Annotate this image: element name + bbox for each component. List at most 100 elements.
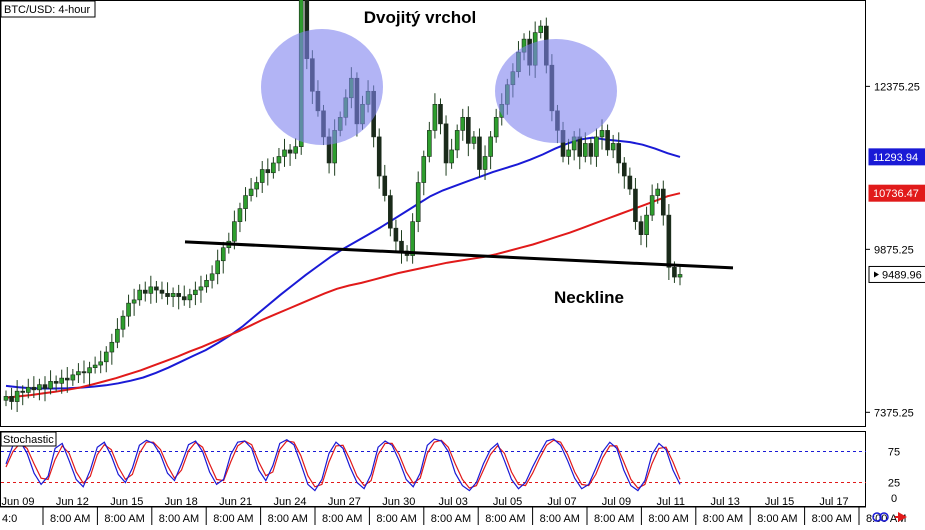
- candle-body: [672, 266, 677, 278]
- x-time-label: 8:00 AM: [485, 513, 525, 525]
- stochastic-y-axis: 75 25 0: [888, 447, 900, 506]
- candle-body: [271, 162, 276, 174]
- candle-body: [566, 149, 571, 157]
- candle-body: [482, 156, 488, 170]
- candle-body: [232, 221, 237, 242]
- x-date-label: Jul 11: [657, 496, 686, 508]
- candle-body: [204, 280, 209, 288]
- candle-body: [633, 188, 638, 222]
- candle-body: [70, 374, 76, 381]
- candle-body: [410, 221, 415, 256]
- candle-body: [103, 351, 109, 363]
- main-pane-frame: [0, 0, 866, 427]
- x-date-label: Jun 27: [328, 496, 361, 508]
- candle-body: [248, 188, 254, 196]
- price-badge-sma-blue: [868, 148, 925, 166]
- candle-body: [181, 296, 187, 301]
- price-badge-sma-red: [868, 184, 925, 202]
- stochastic-label: Stochastic: [3, 434, 54, 446]
- candle-body: [454, 130, 460, 151]
- candle-body: [376, 136, 382, 177]
- candle-body: [176, 293, 181, 297]
- candle-body: [638, 221, 644, 235]
- candle-body: [471, 136, 477, 144]
- candle-body: [599, 130, 605, 138]
- candle-body: [594, 136, 599, 157]
- candle-body: [215, 260, 220, 275]
- candle-body: [115, 328, 120, 343]
- x-time-label: 8:00 AM: [104, 513, 144, 525]
- candle-body: [660, 188, 666, 216]
- candle-body: [577, 136, 583, 157]
- candle-body: [477, 136, 482, 170]
- x-time-label: 8:00 AM: [703, 513, 743, 525]
- stochastic-y-tick-label: 75: [888, 447, 900, 459]
- x-time-label: 8:00 AM: [594, 513, 634, 525]
- candle-body: [170, 293, 176, 297]
- candle-body: [488, 136, 493, 157]
- candle-body: [627, 175, 633, 190]
- candle-body: [76, 371, 81, 376]
- candle-body: [265, 169, 271, 174]
- stochastic-y-tick-label: 25: [888, 478, 900, 490]
- candle-body: [48, 381, 53, 389]
- candle-body: [237, 208, 243, 222]
- neckline-line: [184, 240, 734, 270]
- redirect-arrow-icon[interactable]: [895, 512, 907, 522]
- candle-body: [493, 117, 499, 138]
- candle-body: [220, 247, 226, 262]
- candle-body: [466, 117, 471, 144]
- candle-body: [42, 384, 48, 389]
- candle-body: [254, 182, 259, 190]
- x-date-label: Jul 07: [547, 496, 576, 508]
- candle-body: [92, 364, 98, 368]
- x-date-label: Jun 24: [273, 496, 306, 508]
- candle-body: [25, 386, 31, 393]
- candle-body: [9, 396, 14, 402]
- stochastic-lines: [5, 438, 681, 492]
- candle-body: [87, 367, 92, 374]
- price-badge-label: 11293.94: [873, 152, 918, 164]
- candle-body: [3, 396, 9, 401]
- candle-body: [276, 156, 282, 164]
- candle-body: [187, 294, 193, 301]
- candle-body: [131, 299, 137, 304]
- candle-body: [64, 377, 70, 381]
- double-top-annotation: Dvojitý vrchol: [364, 8, 476, 27]
- candle-body: [293, 146, 298, 154]
- x-time-label: 8:00 AM: [268, 513, 308, 525]
- price-pointer-icon: [874, 271, 879, 278]
- candle-body: [438, 104, 443, 125]
- candle-body: [109, 341, 115, 353]
- candle-body: [165, 293, 170, 297]
- y-tick-label: 9875.25: [874, 244, 914, 256]
- candle-body: [677, 274, 683, 278]
- candle-body: [588, 143, 594, 157]
- moving-average-red: [5, 192, 681, 399]
- link-icon[interactable]: [872, 512, 889, 522]
- candle-body: [37, 384, 42, 391]
- candle-body: [382, 175, 388, 196]
- x-date-label: Jun 18: [165, 496, 198, 508]
- stochastic-k-line: [5, 438, 681, 492]
- candle-body: [388, 195, 393, 229]
- candle-body: [610, 143, 616, 151]
- candle-body: [605, 130, 610, 151]
- price-badge-label: 9489.96: [882, 269, 922, 281]
- x-time-label: 8:00 AM: [812, 513, 852, 525]
- x-date-label: Jun 09: [1, 496, 34, 508]
- candle-body: [126, 302, 131, 317]
- x-date-label: Jul 15: [765, 496, 794, 508]
- price-badge-price: [868, 265, 925, 283]
- x-time-label: 8:00 AM: [648, 513, 688, 525]
- x-time-label: 8:00 AM: [50, 513, 90, 525]
- neckline-annotation: Neckline: [554, 288, 624, 307]
- candle-body: [421, 156, 427, 183]
- candle-body: [427, 130, 432, 157]
- candle-body: [443, 123, 449, 164]
- x-time-label: 8:00 AM: [431, 513, 471, 525]
- candle-body: [282, 149, 287, 157]
